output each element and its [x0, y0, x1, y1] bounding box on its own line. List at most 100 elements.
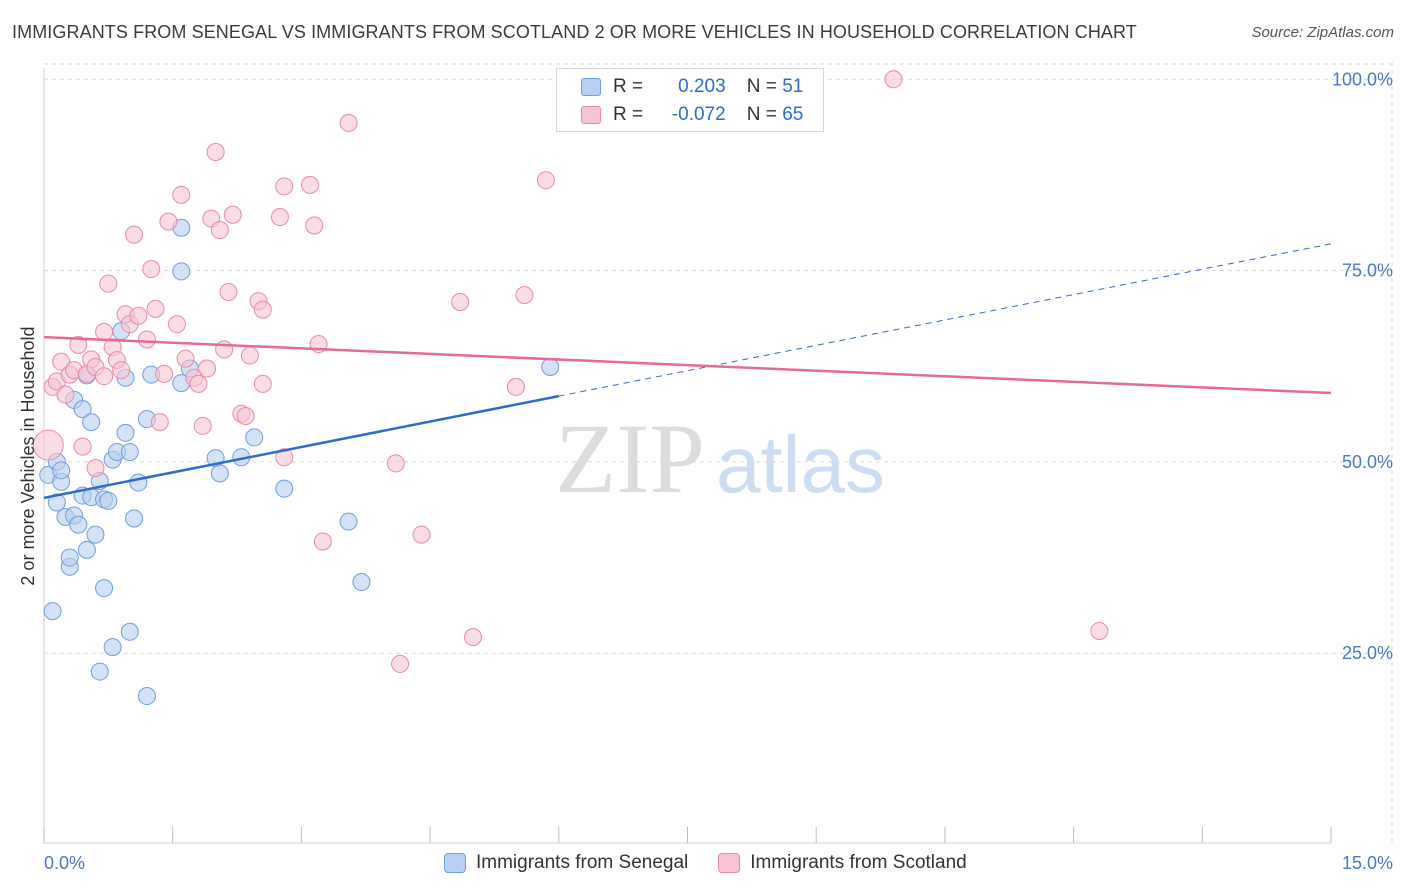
senegal-point: [275, 479, 294, 498]
scotland-point: [270, 208, 289, 227]
scotland-point: [95, 322, 114, 341]
scotland-point: [86, 459, 105, 478]
senegal-point: [245, 428, 264, 447]
scotland-point: [56, 385, 75, 404]
stats-legend: R = 0.203 N = 51 R = -0.072 N = 65: [556, 68, 824, 132]
legend-label-senegal: Immigrants from Senegal: [476, 852, 689, 873]
senegal-point: [95, 579, 114, 598]
legend-r-label: R =: [613, 76, 644, 97]
watermark-zip: ZIP: [555, 403, 705, 514]
scotland-point: [125, 225, 144, 244]
scotland-point: [275, 177, 294, 196]
senegal-point: [90, 662, 109, 681]
watermark-atlas: atlas: [716, 420, 885, 509]
scotland-point: [884, 70, 903, 89]
senegal-point: [69, 515, 88, 534]
senegal-trend-line: [43, 394, 560, 500]
senegal-point: [99, 491, 118, 510]
senegal-point: [137, 687, 156, 706]
scotland-point: [155, 364, 174, 383]
legend-r-value: -0.072: [671, 104, 726, 125]
scotland-point: [95, 367, 114, 386]
x-tick-label: 0.0%: [44, 853, 85, 873]
senegal-point: [210, 464, 229, 483]
scotland-point: [300, 175, 319, 194]
series-legend: Immigrants from Senegal Immigrants from …: [444, 852, 997, 874]
scotland-point: [198, 359, 217, 378]
senegal-point: [73, 400, 92, 419]
y-axis-label: 2 or more Vehicles in Household: [18, 326, 38, 585]
senegal-point: [52, 461, 71, 480]
y-tick-label: 100.0%: [1332, 69, 1393, 89]
scotland-point: [167, 315, 186, 334]
scotland-point: [240, 346, 259, 365]
scotland-point: [193, 416, 212, 435]
scotland-point: [32, 429, 64, 461]
scotland-point: [236, 406, 255, 425]
senegal-point: [77, 540, 96, 559]
scotland-point: [464, 628, 482, 647]
senegal-legend-swatch: [444, 853, 466, 873]
senegal-point: [60, 548, 79, 567]
scotland-point: [210, 221, 229, 240]
scotland-point: [313, 532, 332, 551]
legend-n-label: N =: [746, 104, 777, 125]
scotland-point: [253, 300, 272, 319]
scotland-point: [73, 437, 92, 456]
senegal-trend-extension: [558, 243, 1332, 397]
senegal-point: [125, 509, 144, 528]
source-label: Source: ZipAtlas.com: [1251, 24, 1394, 41]
scotland-point: [391, 654, 410, 673]
senegal-point: [120, 622, 139, 641]
scotland-point: [536, 171, 555, 190]
legend-n-value: 51: [782, 76, 804, 97]
senegal-point: [116, 423, 135, 442]
senegal-point: [129, 473, 148, 492]
scotland-point: [137, 330, 156, 349]
scotland-point: [69, 335, 88, 354]
senegal-point: [43, 602, 62, 621]
scotland-point: [215, 340, 234, 359]
x-tick-label: 15.0%: [1342, 853, 1393, 873]
scotland-point: [206, 142, 225, 161]
senegal-point: [172, 262, 191, 281]
scotland-point: [253, 374, 272, 393]
senegal-point: [47, 493, 66, 512]
scotland-trend-line: [43, 335, 1332, 395]
senegal-point: [339, 512, 358, 531]
scotland-point: [412, 525, 431, 544]
scotland-point: [172, 185, 191, 204]
scotland-point: [146, 299, 165, 318]
scotland-point: [386, 454, 405, 473]
scotland-point: [451, 292, 470, 311]
scotland-point: [176, 349, 195, 368]
y-tick-label: 75.0%: [1342, 261, 1393, 281]
scotland-point: [506, 377, 525, 396]
scotland-point: [142, 260, 161, 279]
legend-n-value: 65: [782, 104, 804, 125]
scotland-point: [223, 205, 242, 224]
legend-row-scotland: R = -0.072 N = 65: [581, 103, 803, 127]
scotland-point: [52, 352, 71, 371]
legend-label-scotland: Immigrants from Scotland: [750, 852, 967, 873]
senegal-point: [86, 525, 105, 544]
scotland-point: [339, 113, 358, 132]
scotland-point: [99, 274, 118, 293]
senegal-point: [120, 442, 139, 461]
y-tick-label: 25.0%: [1342, 643, 1393, 663]
y-tick-label: 50.0%: [1342, 452, 1393, 472]
legend-item-senegal: Immigrants from Senegal: [444, 852, 688, 874]
scotland-point: [159, 212, 178, 231]
legend-r-label: R =: [613, 104, 644, 125]
scotland-point: [112, 361, 131, 380]
scotland-point: [129, 306, 148, 325]
legend-r-value: 0.203: [678, 76, 726, 97]
legend-n-label: N =: [746, 76, 777, 97]
scotland-point: [219, 283, 238, 302]
chart-title: IMMIGRANTS FROM SENEGAL VS IMMIGRANTS FR…: [12, 22, 1137, 42]
senegal-point: [541, 358, 560, 377]
senegal-point: [82, 413, 101, 432]
scotland-point: [150, 413, 169, 432]
senegal-point: [103, 638, 122, 657]
